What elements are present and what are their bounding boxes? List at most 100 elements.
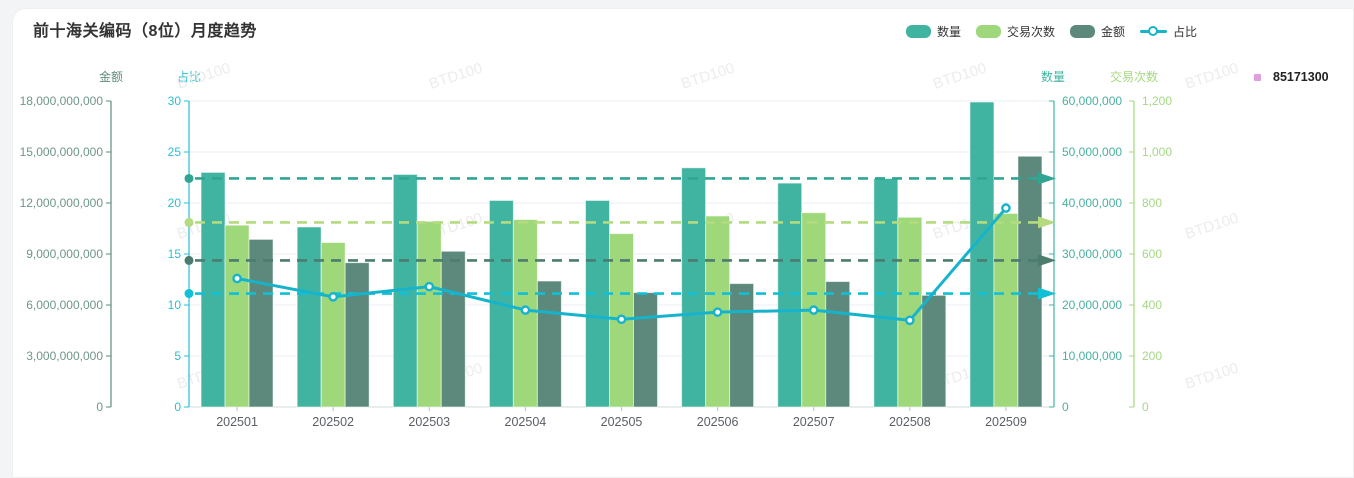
bar[interactable]	[224, 224, 250, 408]
legend-item-label: 金额	[1101, 25, 1126, 39]
bar[interactable]	[993, 212, 1019, 408]
y-axis-tick-label: 800	[1142, 196, 1162, 210]
ratio-point[interactable]	[232, 273, 242, 284]
x-axis-label: 202509	[985, 415, 1027, 429]
y-axis-tick-label: 60,000,000	[1062, 94, 1122, 108]
y-axis-tick-label: 0	[96, 400, 103, 414]
x-axis-label: 202502	[312, 415, 354, 429]
axis-title-quantity: 数量	[1040, 70, 1066, 84]
axis-title-amount: 金额	[98, 70, 124, 84]
y-axis-tick-label: 0	[1062, 400, 1069, 414]
y-axis-tick-label: 600	[1142, 247, 1162, 261]
markline-arrow-icon	[1038, 254, 1056, 267]
watermark-text: BTD100	[1183, 360, 1241, 393]
markline-arrow-icon	[1038, 216, 1056, 229]
y-axis-amount: 0 3,000,000,000 6,000,000,000 9,000,000,000…	[20, 94, 112, 414]
bar[interactable]	[320, 242, 346, 408]
legend-swatch-icon	[906, 25, 931, 38]
avg-markline-amount	[184, 254, 1056, 267]
bar[interactable]	[681, 167, 707, 408]
y-axis-tick-label: 1,000	[1142, 145, 1172, 159]
bar[interactable]	[777, 182, 803, 408]
bar[interactable]	[969, 101, 995, 408]
chart-legend: 数量 交易次数 金额 占比	[906, 24, 1197, 39]
y-axis-tick-label: 50,000,000	[1062, 145, 1122, 159]
y-axis-tick-label: 6,000,000,000	[26, 298, 103, 312]
y-axis-tick-label: 15,000,000,000	[20, 145, 104, 159]
legend-item-transactions[interactable]: 交易次数	[976, 23, 1055, 40]
markline-arrow-icon	[1038, 172, 1056, 185]
y-axis-tick-label: 25	[168, 145, 182, 159]
ratio-line-series	[232, 203, 1011, 326]
ratio-point[interactable]	[424, 281, 435, 292]
y-axis-tick-label: 200	[1142, 349, 1162, 363]
bar[interactable]	[585, 199, 610, 408]
bar[interactable]	[633, 292, 658, 408]
bar[interactable]	[248, 238, 274, 408]
legend-swatch-icon	[1070, 25, 1096, 38]
y-axis-tick-label: 40,000,000	[1062, 196, 1122, 210]
ratio-point[interactable]	[808, 305, 819, 315]
ratio-point[interactable]	[905, 315, 915, 326]
y-axis-tick-label: 30,000,000	[1062, 247, 1122, 261]
ratio-point[interactable]	[1001, 203, 1011, 213]
markline-arrow-icon	[1038, 287, 1056, 300]
chart-card: 前十海关编码（8位）月度趋势 数量 交易次数 金额 占比 金额 占比 数量 交易…	[12, 8, 1354, 478]
y-axis-tick-label: 5	[174, 349, 181, 363]
ratio-point[interactable]	[328, 292, 338, 302]
bar[interactable]	[1017, 155, 1043, 408]
legend-swatch-icon	[976, 25, 1002, 38]
markline-start-dot-icon	[184, 255, 194, 265]
watermark-text: BTD100	[1183, 210, 1241, 243]
y-axis-tick-label: 12,000,000,000	[20, 196, 104, 210]
y-axis-tick-label: 0	[174, 400, 181, 414]
legend-item-quantity[interactable]: 数量	[906, 23, 961, 40]
hs-code-swatch-icon	[1254, 73, 1261, 81]
bar[interactable]	[921, 294, 947, 408]
y-axis-tick-label: 10	[168, 298, 182, 312]
watermark-text: BTD100	[679, 60, 737, 93]
x-axis-label: 202505	[601, 415, 643, 429]
y-axis-ratio: 0 5 10 15 20 25 30	[168, 94, 190, 414]
ratio-point[interactable]	[520, 305, 531, 315]
bar[interactable]	[440, 250, 466, 408]
bars-transactions	[224, 212, 1019, 408]
watermark-text: BTD100	[931, 60, 989, 93]
y-axis-tick-label: 20	[168, 196, 182, 210]
y-axis-tick-label: 1,200	[1142, 94, 1172, 108]
watermark-text: BTD100	[1183, 60, 1241, 93]
bar[interactable]	[729, 283, 755, 408]
x-axis: 202501 202502 202503 202504 202505 202506 2025…	[216, 407, 1027, 429]
legend-item-ratio[interactable]: 占比	[1140, 23, 1197, 40]
x-axis-label: 202507	[793, 415, 835, 429]
bar[interactable]	[416, 220, 442, 408]
ratio-point[interactable]	[712, 307, 723, 317]
bar[interactable]	[825, 281, 851, 408]
axis-title-ratio: 占比	[176, 70, 202, 84]
axis-title-transactions: 交易次数	[1109, 70, 1159, 84]
bars-amount	[248, 155, 1043, 408]
y-axis-tick-label: 0	[1142, 400, 1149, 414]
bar[interactable]	[200, 171, 226, 408]
y-axis-quantity: 0 10,000,000 20,000,000 30,000,000 40,000,00…	[1049, 94, 1122, 414]
y-axis-tick-label: 20,000,000	[1062, 298, 1122, 312]
bar[interactable]	[536, 280, 562, 408]
bar[interactable]	[344, 262, 370, 408]
markline-start-dot-icon	[184, 173, 194, 183]
page: 前十海关编码（8位）月度趋势 数量 交易次数 金额 占比 金额 占比 数量 交易…	[12, 8, 1354, 478]
markline-start-dot-icon	[184, 217, 194, 227]
bar[interactable]	[296, 226, 322, 408]
chart-title: 前十海关编码（8位）月度趋势	[33, 23, 257, 40]
legend-item-amount[interactable]: 金额	[1070, 23, 1125, 40]
ratio-point[interactable]	[616, 314, 627, 325]
x-axis-label: 202501	[216, 415, 258, 429]
avg-markline-transactions	[184, 216, 1056, 229]
watermark-text: BTD100	[175, 60, 233, 93]
x-axis-label: 202504	[505, 415, 547, 429]
chart-canvas: BTD100 BTD100 BTD100 BTD100 BTD100 BTD100 BTD1…	[20, 60, 1241, 429]
markline-start-dot-icon	[184, 289, 194, 299]
hs-code-legend[interactable]: 85171300	[1254, 70, 1329, 84]
legend-line-marker-icon	[1140, 25, 1168, 38]
bars-quantity	[200, 101, 995, 408]
y-axis-tick-label: 10,000,000	[1062, 349, 1122, 363]
